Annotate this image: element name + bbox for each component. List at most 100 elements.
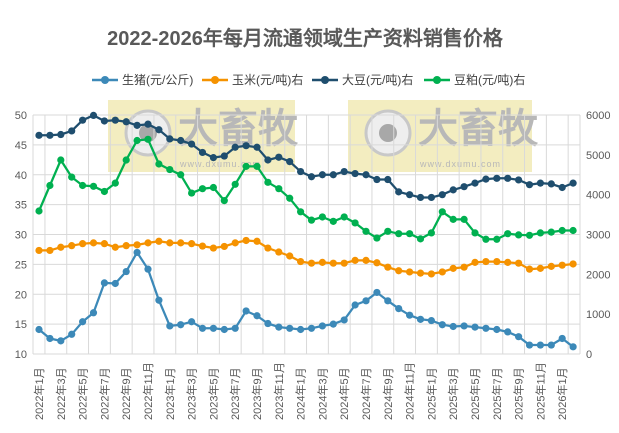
x-tick-label: 2024年3月: [315, 367, 329, 420]
data-point: [307, 173, 316, 181]
data-point: [166, 165, 174, 174]
data-point: [569, 179, 577, 187]
data-point: [220, 325, 228, 334]
data-point: [351, 301, 359, 309]
x-tick-label: 2023年11月: [272, 362, 286, 420]
watermark-brand: 大畜牧: [418, 107, 539, 151]
y-left-tick-label: 15: [15, 319, 27, 331]
data-point: [264, 244, 272, 252]
y-left-tick-label: 45: [15, 140, 27, 152]
x-tick-label: 2024年1月: [294, 367, 308, 420]
x-tick-label: 2023年1月: [163, 367, 177, 420]
data-point: [144, 239, 152, 247]
y-right-tick-label: 5000: [586, 150, 610, 162]
data-point: [471, 229, 479, 237]
data-point: [547, 262, 555, 270]
data-point: [111, 179, 119, 187]
data-point: [35, 131, 43, 139]
data-point: [547, 228, 555, 236]
data-point: [384, 297, 392, 305]
data-point: [449, 322, 457, 331]
data-point: [35, 246, 43, 255]
data-point: [133, 248, 141, 257]
data-point: [79, 318, 87, 326]
data-point: [547, 341, 555, 349]
x-tick-label: 2023年9月: [250, 367, 264, 420]
watermark-brand: 大畜牧: [178, 107, 299, 151]
data-point: [286, 252, 294, 260]
data-point: [209, 324, 217, 332]
axes: 10 15 20 25 30 35 40 45 50 0 1000 2000 3000 4000 5000 6…: [15, 110, 611, 420]
data-point: [79, 181, 87, 190]
data-point: [275, 153, 283, 161]
data-point: [198, 324, 207, 332]
data-point: [144, 135, 152, 143]
series-玉米(元/吨)右: [35, 236, 577, 278]
data-point: [416, 269, 425, 277]
data-point: [515, 231, 523, 239]
y-right-tick-label: 6000: [586, 110, 610, 122]
legend-item: 生猪(元/公斤): [92, 73, 193, 87]
y-left-tick-label: 30: [15, 230, 27, 242]
data-point: [362, 171, 370, 179]
data-point: [177, 321, 185, 329]
data-point: [427, 229, 435, 237]
data-point: [231, 239, 239, 247]
data-point: [166, 322, 174, 330]
legend-label: 豆粕(元/吨)右: [454, 72, 525, 87]
data-point: [253, 237, 261, 245]
data-point: [395, 267, 403, 275]
chart-title: 2022-2026年每月流通领域生产资料销售价格: [107, 26, 504, 50]
data-point: [515, 259, 523, 267]
x-tick-label: 2022年11月: [141, 362, 155, 420]
data-point: [329, 320, 337, 328]
data-point: [297, 167, 305, 176]
data-point: [275, 248, 283, 256]
data-point: [525, 341, 534, 349]
data-point: [395, 230, 403, 238]
data-point: [188, 140, 196, 148]
data-point: [406, 230, 414, 238]
data-point: [340, 213, 348, 221]
y-left-tick-label: 20: [15, 289, 27, 301]
data-point: [57, 156, 65, 164]
data-point: [286, 194, 294, 202]
data-point: [57, 243, 65, 251]
x-tick-label: 2025年9月: [512, 367, 526, 420]
data-point: [384, 263, 392, 271]
data-point: [558, 334, 566, 343]
data-point: [122, 242, 130, 250]
data-point: [449, 186, 457, 194]
data-point: [460, 215, 468, 223]
data-point: [449, 264, 457, 272]
legend: 生猪(元/公斤) 玉米(元/吨)右 大豆(元/吨)右 豆粕(元/吨)右: [92, 72, 525, 87]
data-point: [395, 188, 403, 196]
data-point: [100, 279, 108, 287]
data-point: [264, 319, 272, 328]
data-point: [57, 337, 65, 345]
data-point: [362, 227, 370, 235]
data-point: [177, 136, 185, 145]
data-point: [569, 226, 577, 235]
data-point: [100, 240, 108, 248]
data-point: [482, 324, 490, 332]
data-point: [89, 309, 98, 317]
data-point: [297, 208, 305, 216]
data-point: [122, 156, 130, 164]
data-point: [155, 296, 163, 304]
data-point: [569, 260, 577, 268]
data-point: [242, 236, 250, 245]
data-point: [133, 121, 141, 129]
watermark-eye-icon: [379, 124, 397, 142]
legend-marker: [321, 76, 329, 84]
data-point: [406, 191, 414, 199]
data-point: [79, 240, 87, 248]
data-point: [275, 323, 283, 331]
data-point: [504, 258, 512, 266]
x-tick-label: 2025年11月: [533, 362, 547, 420]
data-point: [198, 242, 207, 250]
data-point: [340, 316, 348, 324]
data-point: [231, 180, 239, 188]
data-point: [416, 235, 425, 243]
